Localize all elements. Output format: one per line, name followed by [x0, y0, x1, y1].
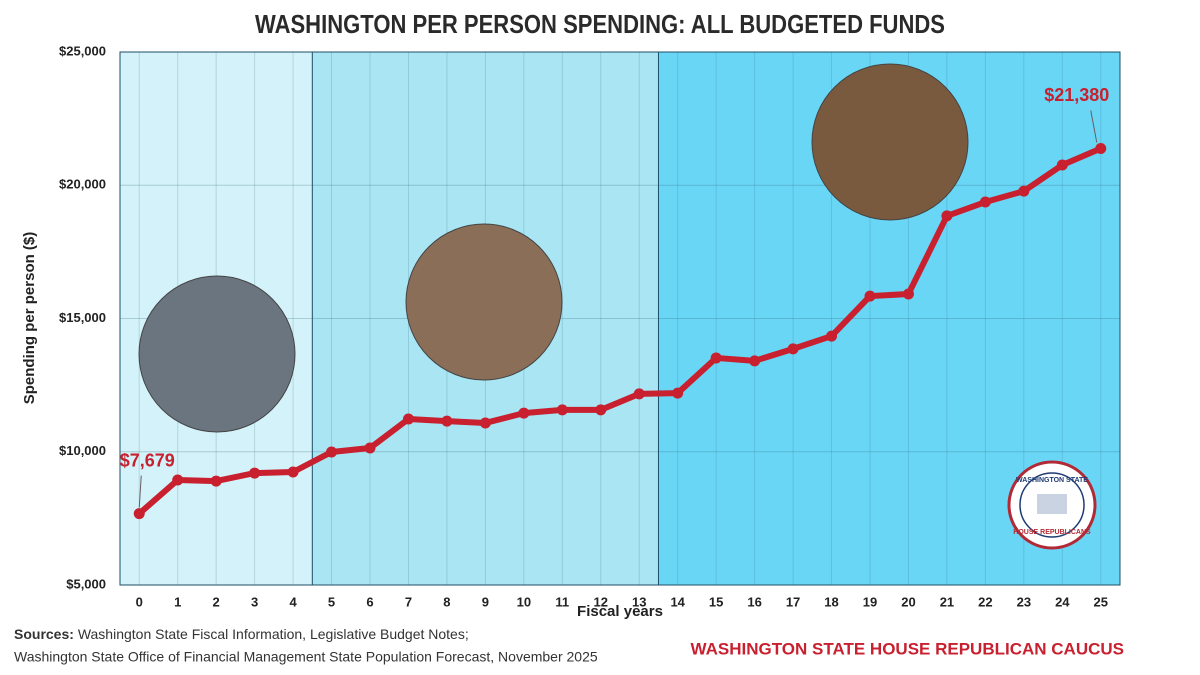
x-tick-label: 21	[940, 594, 954, 609]
x-tick-label: 7	[405, 594, 412, 609]
x-tick-label: 13	[632, 594, 646, 609]
label-leader	[1090, 110, 1098, 143]
y-tick-label: $15,000	[59, 310, 106, 325]
point	[172, 474, 184, 486]
x-axis-label: Fiscal years	[577, 603, 663, 620]
point	[364, 442, 376, 454]
x-tick-label: 12	[594, 594, 608, 609]
y-tick-label: $5,000	[66, 576, 106, 591]
x-tick-label: 11	[555, 594, 569, 609]
sources: Sources: Washington State Fiscal Informa…	[14, 626, 469, 642]
point	[402, 413, 414, 425]
logo: WASHINGTON STATE HOUSE REPUBLICANS	[1007, 460, 1097, 550]
value-label: $21,380	[1044, 85, 1109, 105]
point	[326, 446, 338, 458]
portrait	[138, 275, 296, 433]
x-tick-label: 1	[174, 594, 181, 609]
x-tick-label: 22	[978, 594, 992, 609]
point	[556, 404, 568, 416]
point	[979, 196, 991, 208]
logo-building	[1037, 494, 1067, 514]
line	[137, 145, 1102, 516]
point	[1095, 142, 1107, 154]
point	[633, 388, 645, 400]
x-tick-label: 20	[901, 594, 915, 609]
point	[249, 467, 261, 479]
point	[1056, 159, 1068, 171]
sources-label: Sources:	[14, 626, 74, 642]
portrait	[811, 63, 969, 221]
point	[941, 210, 953, 222]
point	[441, 415, 453, 427]
point	[902, 288, 914, 300]
x-tick-label: 9	[482, 594, 489, 609]
y-tick-label: $10,000	[59, 443, 106, 458]
point	[210, 475, 222, 487]
x-tick-label: 4	[289, 594, 297, 609]
brand: WASHINGTON STATE HOUSE REPUBLICAN CAUCUS	[690, 639, 1124, 658]
logo-text: HOUSE REPUBLICANS	[1013, 529, 1091, 536]
point	[672, 387, 684, 399]
sources-line: Washington State Fiscal Information, Leg…	[78, 626, 469, 642]
point	[133, 508, 145, 520]
label-leader	[138, 475, 142, 508]
x-tick-label: 8	[443, 594, 450, 609]
point	[595, 404, 607, 416]
x-tick-label: 19	[863, 594, 877, 609]
point	[1018, 185, 1030, 197]
x-tick-label: 18	[824, 594, 838, 609]
x-tick-label: 15	[709, 594, 723, 609]
sources-line: Washington State Office of Financial Man…	[14, 649, 598, 665]
point	[787, 343, 799, 355]
point	[287, 466, 299, 478]
y-axis-label: Spending per person ($)	[21, 232, 38, 405]
x-tick-label: 24	[1055, 594, 1070, 609]
x-tick-label: 23	[1017, 594, 1031, 609]
plot-border	[119, 51, 1121, 586]
point	[749, 355, 761, 367]
point	[826, 330, 838, 342]
portrait	[405, 223, 563, 381]
x-tick-label: 0	[136, 594, 143, 609]
x-tick-label: 10	[517, 594, 531, 609]
y-tick-label: $20,000	[59, 177, 106, 192]
point	[518, 407, 530, 419]
value-label: $7,679	[120, 450, 175, 470]
logo-ring	[1019, 472, 1085, 538]
chart-title: WASHINGTON PER PERSON SPENDING: ALL BUDG…	[255, 9, 945, 39]
y-tick-label: $25,000	[59, 43, 106, 58]
x-tick-label: 5	[328, 594, 335, 609]
x-tick-label: 17	[786, 594, 800, 609]
x-tick-label: 6	[366, 594, 373, 609]
point	[710, 352, 722, 364]
x-tick-label: 2	[213, 594, 220, 609]
x-tick-label: 14	[670, 594, 685, 609]
x-tick-label: 16	[747, 594, 761, 609]
point	[864, 290, 876, 302]
x-tick-label: 25	[1094, 594, 1108, 609]
point	[479, 417, 491, 429]
logo-text: WASHINGTON STATE	[1016, 477, 1088, 484]
x-tick-label: 3	[251, 594, 258, 609]
